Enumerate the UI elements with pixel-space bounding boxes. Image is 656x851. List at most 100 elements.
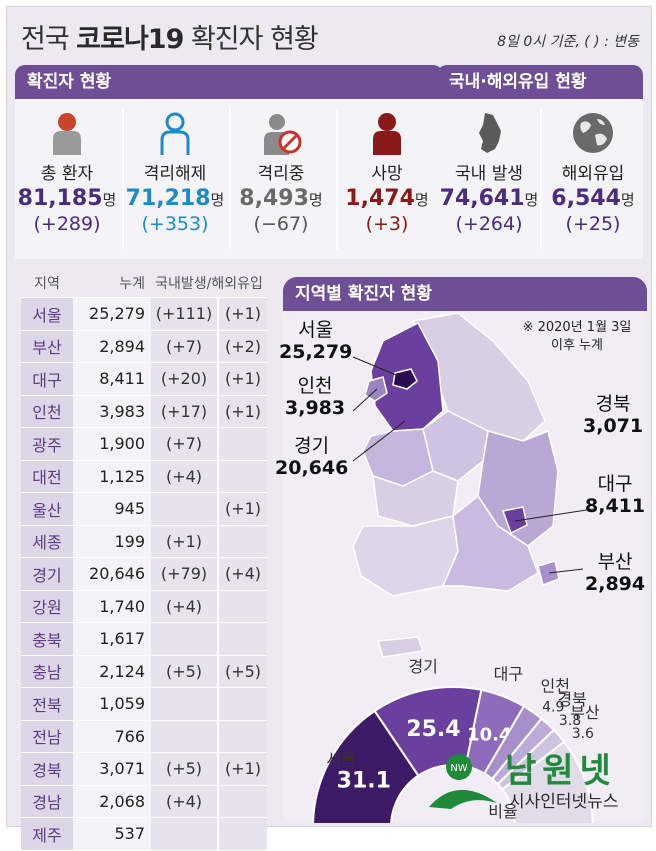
cell-domestic: (+7) bbox=[151, 427, 218, 461]
cell-region: 대전 bbox=[21, 460, 73, 493]
map-region-busan bbox=[537, 560, 560, 586]
stat-isolated: 격리중 8,493명 (−67) bbox=[231, 111, 331, 235]
map-label-daegu: 대구 8,411 bbox=[585, 473, 646, 517]
chart-value-label: 25.4 bbox=[406, 717, 460, 742]
cell-overseas bbox=[217, 785, 267, 818]
cell-total: 3,071 bbox=[73, 752, 151, 786]
table-row: 세종 199 (+1) bbox=[21, 525, 267, 558]
region-table: 지역 누계 국내발생/해외유입 서울 25,279 (+111) (+1) 부산 2,89… bbox=[21, 269, 267, 851]
chart-category-label: 대구 bbox=[494, 664, 523, 683]
korea-map bbox=[352, 312, 594, 658]
map-label-busan: 부산 2,894 bbox=[585, 551, 646, 595]
chart-category-label: 인천 bbox=[541, 676, 570, 695]
stat-domestic: 국내 발생 74,641명 (+264) bbox=[439, 111, 539, 235]
cell-region: 광주 bbox=[21, 427, 73, 461]
cell-domestic bbox=[151, 492, 218, 526]
cell-total: 3,983 bbox=[73, 395, 151, 428]
table-row: 인천 3,983 (+17) (+1) bbox=[21, 395, 267, 428]
cell-region: 강원 bbox=[21, 590, 73, 623]
cell-region: 충북 bbox=[21, 622, 73, 656]
header-breakdown: 국내발생/해외유입 bbox=[151, 269, 267, 298]
chart-value-label: 31.1 bbox=[337, 769, 391, 794]
map-region-jeju bbox=[377, 636, 425, 658]
cell-total: 1,617 bbox=[73, 622, 151, 656]
cell-domestic bbox=[151, 622, 218, 656]
cell-overseas bbox=[217, 687, 267, 721]
table-header-row: 지역 누계 국내발생/해외유입 bbox=[21, 269, 267, 298]
chart-value-label: 4.9 bbox=[542, 699, 564, 715]
watermark-logo-icon: NW bbox=[429, 754, 497, 809]
table-row: 제주 537 bbox=[21, 817, 267, 851]
globe-icon bbox=[571, 111, 615, 155]
table-row: 경남 2,068 (+4) bbox=[21, 785, 267, 818]
cell-overseas: (+1) bbox=[217, 492, 267, 526]
person-icon bbox=[45, 111, 89, 155]
table-row: 광주 1,900 (+7) bbox=[21, 427, 267, 461]
person-outline-icon bbox=[153, 111, 197, 155]
cell-total: 25,279 bbox=[73, 297, 151, 331]
cell-domestic: (+17) bbox=[151, 395, 218, 428]
cell-overseas: (+5) bbox=[217, 655, 267, 688]
confirmed-panel bbox=[15, 99, 443, 259]
chart-value-label: 3.8 bbox=[559, 713, 581, 729]
cell-total: 1,125 bbox=[73, 460, 151, 493]
cell-overseas: (+1) bbox=[217, 297, 267, 331]
cell-region: 세종 bbox=[21, 525, 73, 558]
cell-domestic: (+5) bbox=[151, 752, 218, 786]
cell-total: 199 bbox=[73, 525, 151, 558]
cell-total: 1,740 bbox=[73, 590, 151, 623]
chart-category-label: 경북 bbox=[557, 690, 586, 709]
cell-overseas: (+4) bbox=[217, 557, 267, 591]
chart-slice-remainder bbox=[500, 740, 594, 823]
cell-region: 서울 bbox=[21, 297, 73, 331]
table-row: 경북 3,071 (+5) (+1) bbox=[21, 752, 267, 786]
cell-overseas bbox=[217, 720, 267, 753]
cell-domestic: (+111) bbox=[151, 297, 218, 331]
table-row: 서울 25,279 (+111) (+1) bbox=[21, 297, 267, 331]
person-blocked-icon bbox=[259, 111, 303, 155]
map-section-title: 지역별 확진자 현황 bbox=[283, 277, 647, 311]
cell-domestic bbox=[151, 720, 218, 753]
table-row: 충남 2,124 (+5) (+5) bbox=[21, 655, 267, 688]
cell-total: 2,068 bbox=[73, 785, 151, 818]
map-note: ※ 2020년 1월 3일 이후 누계 bbox=[522, 320, 632, 353]
cell-region: 경기 bbox=[21, 557, 73, 591]
person-dark-icon bbox=[365, 111, 409, 155]
cell-total: 1,900 bbox=[73, 427, 151, 461]
cell-overseas: (+2) bbox=[217, 330, 267, 363]
infographic-frame: 전국 코로나19 확진자 현황 8일 0시 기준, ( ) : 변동 확진자 현… bbox=[6, 6, 652, 851]
watermark-sub: 시사인터넷뉴스 bbox=[509, 792, 619, 812]
cell-domestic bbox=[151, 817, 218, 851]
cell-region: 경남 bbox=[21, 785, 73, 818]
cell-overseas bbox=[217, 525, 267, 558]
cell-region: 경북 bbox=[21, 752, 73, 786]
cell-total: 2,894 bbox=[73, 330, 151, 363]
cell-region: 울산 bbox=[21, 492, 73, 526]
chart-value-label: 10.4 bbox=[467, 725, 511, 746]
map-label-seoul: 서울 25,279 bbox=[279, 319, 353, 363]
table-row: 대구 8,411 (+20) (+1) bbox=[21, 362, 267, 396]
map-label-gyeonggi: 경기 20,646 bbox=[275, 435, 349, 479]
header-total: 누계 bbox=[73, 269, 151, 298]
cell-overseas bbox=[217, 427, 267, 461]
cell-overseas: (+1) bbox=[217, 395, 267, 428]
cell-overseas bbox=[217, 817, 267, 851]
chart-category-label: 경기 bbox=[408, 657, 437, 676]
cell-region: 전북 bbox=[21, 687, 73, 721]
cell-total: 766 bbox=[73, 720, 151, 753]
confirmed-section-title: 확진자 현황 bbox=[15, 65, 443, 99]
map-label-gyeongbuk: 경북 3,071 bbox=[583, 393, 644, 437]
chart-value-label: 3.6 bbox=[572, 726, 594, 742]
chart-remainder-label: 비율 bbox=[488, 802, 517, 821]
map-region-jeonbuk bbox=[372, 470, 459, 527]
cell-overseas bbox=[217, 460, 267, 493]
cell-domestic: (+7) bbox=[151, 330, 218, 363]
cell-domestic: (+20) bbox=[151, 362, 218, 396]
cell-total: 8,411 bbox=[73, 362, 151, 396]
watermark: NW 남원넷 시사인터넷뉴스 bbox=[427, 743, 647, 823]
cell-region: 부산 bbox=[21, 330, 73, 363]
cell-domestic bbox=[151, 687, 218, 721]
table-row: 전북 1,059 bbox=[21, 687, 267, 721]
stat-overseas: 해외유입 6,544명 (+25) bbox=[543, 111, 643, 235]
